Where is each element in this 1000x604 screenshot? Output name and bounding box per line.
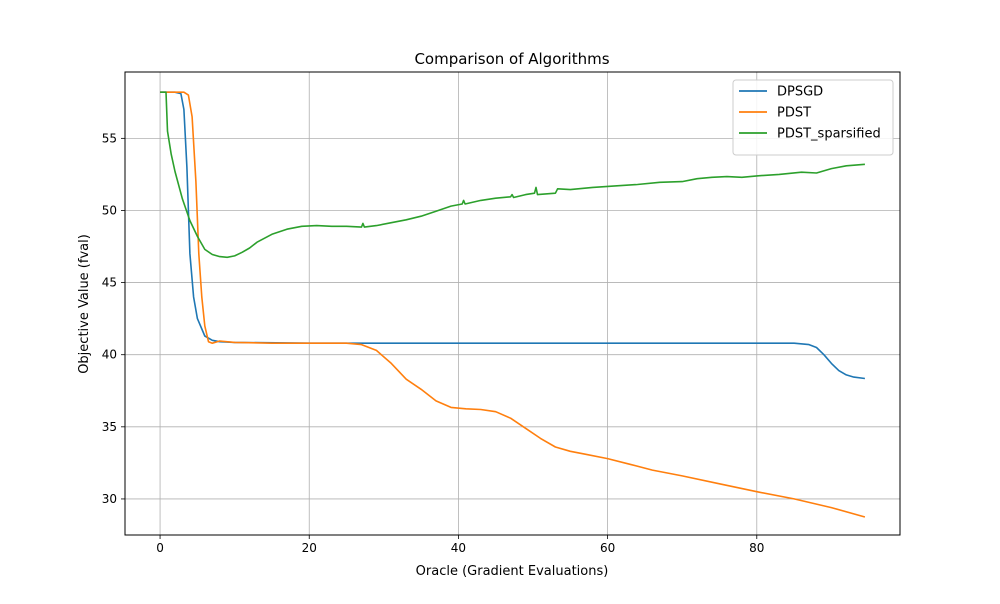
x-tick-label: 0 xyxy=(156,541,164,555)
x-tick-label: 40 xyxy=(451,541,466,555)
series-line-pdst-sparsified xyxy=(160,91,865,259)
x-tick-label: 20 xyxy=(302,541,317,555)
series-lines xyxy=(160,91,866,518)
y-tick-label: 35 xyxy=(102,420,117,434)
x-axis-label: Oracle (Gradient Evaluations) xyxy=(416,564,609,579)
y-tick-label: 55 xyxy=(102,131,117,145)
plot-frame xyxy=(124,71,901,536)
y-tick-label: 50 xyxy=(102,203,117,217)
chart-title: Comparison of Algorithms xyxy=(414,50,609,68)
x-tick-label: 80 xyxy=(749,541,764,555)
legend-label: DPSGD xyxy=(777,85,823,100)
legend-box xyxy=(732,79,894,156)
x-tick-label: 60 xyxy=(600,541,615,555)
axis-ticks: 0 20 40 60 80 30 35 40 45 50 55 xyxy=(102,131,765,555)
series-line-pdst xyxy=(160,91,866,518)
legend-label: PDST_sparsified xyxy=(777,127,881,142)
grid xyxy=(125,72,900,535)
y-axis-label: Objective Value (fval) xyxy=(77,234,92,374)
y-tick-label: 40 xyxy=(102,348,117,362)
y-tick-label: 45 xyxy=(102,276,117,290)
y-tick-label: 30 xyxy=(102,492,117,506)
legend: DPSGD PDST PDST_sparsified xyxy=(732,79,894,156)
legend-label: PDST xyxy=(777,106,811,121)
